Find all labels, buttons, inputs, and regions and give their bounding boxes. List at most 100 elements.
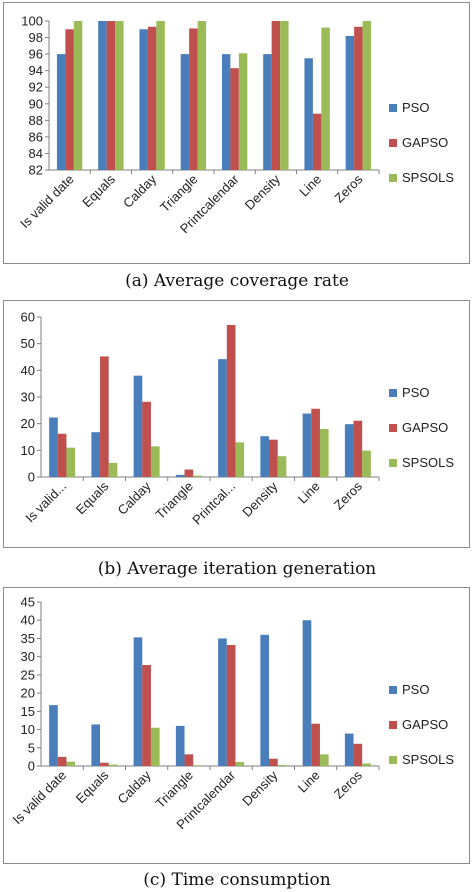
iteration-bar-gapso-0 [57, 433, 67, 477]
iteration-bar-gapso-5 [269, 439, 278, 477]
coverage-bar-spsols-5 [280, 21, 289, 170]
time-bar-gapso-7 [353, 743, 363, 766]
time-bar-gapso-4 [226, 645, 236, 766]
legend-item-gapso: GAPSO [389, 717, 448, 732]
time-bar-gapso-1 [100, 762, 109, 766]
iteration-bar-gapso-7 [353, 420, 363, 477]
coverage-x-tick-label: Line [296, 172, 324, 200]
iteration-bar-spsols-0 [66, 447, 76, 477]
iteration-bar-pso-2 [133, 375, 143, 477]
time-x-tick-label: Line [295, 768, 323, 796]
iteration-y-tick-label: 20 [21, 416, 35, 431]
legend-label: PSO [402, 385, 430, 400]
iteration-y-tick-label: 40 [21, 363, 35, 378]
iteration-bar-spsols-3 [193, 475, 202, 477]
coverage-bar-gapso-6 [312, 113, 322, 170]
time-bar-spsols-2 [150, 727, 160, 766]
time-y-tick-label: 20 [21, 686, 35, 701]
iteration-bar-gapso-4 [226, 325, 236, 477]
time-bar-pso-5 [260, 634, 270, 766]
time-bar-spsols-1 [108, 764, 118, 766]
caption-iteration: (b) Average iteration generation [97, 559, 377, 579]
legend-swatch [389, 459, 397, 467]
iteration-bar-pso-7 [344, 424, 354, 477]
time-x-tick-label: Density [239, 767, 281, 809]
time-bar-spsols-7 [362, 763, 371, 766]
time-bar-gapso-5 [269, 758, 278, 766]
time-y-tick-label: 25 [21, 667, 35, 682]
coverage-bar-spsols-6 [321, 27, 330, 171]
chart-time-plot: 0 5 10 15 20 25 30 35 40 45 Is valid date Equals Cal… [10, 595, 380, 832]
coverage-bar-gapso-7 [354, 26, 363, 170]
coverage-y-tick-label: 100 [21, 14, 43, 29]
iteration-y-tick-label: 10 [21, 443, 35, 458]
coverage-bar-pso-5 [263, 54, 272, 170]
chart-panel-time: 0 5 10 15 20 25 30 35 40 45 Is valid date Equals Cal… [3, 587, 470, 864]
time-bar-gapso-6 [311, 723, 320, 766]
coverage-bar-gapso-4 [230, 68, 239, 170]
iteration-bar-gapso-3 [184, 469, 194, 477]
iteration-bar-pso-1 [91, 432, 101, 477]
caption-time: (c) Time consumption [143, 870, 331, 890]
coverage-x-tick-label: Zeros [331, 171, 365, 205]
iteration-x-tick-label: Density [239, 478, 281, 520]
legend-item-pso: PSO [389, 100, 429, 115]
iteration-x-tick-label: Line [295, 479, 323, 507]
legend-item-spsols: SPSOLS [389, 752, 454, 767]
time-y-tick-label: 10 [21, 722, 35, 737]
legend-swatch [389, 389, 397, 397]
time-y-tick-label: 0 [28, 759, 35, 774]
iteration-bar-gapso-1 [100, 356, 109, 477]
chart-panel-iteration: 0 10 20 30 40 50 60 Is valid... Equals Calday Tria… [3, 300, 470, 548]
coverage-bar-pso-3 [180, 54, 190, 170]
coverage-bar-spsols-3 [197, 21, 207, 170]
iteration-bar-spsols-5 [277, 456, 287, 477]
coverage-bar-gapso-2 [147, 26, 157, 170]
time-y-tick-label: 5 [28, 740, 35, 755]
coverage-x-tick-label: Is valid date [17, 172, 77, 232]
coverage-y-tick-label: 90 [29, 96, 43, 111]
time-x-tick-label: Equals [73, 767, 112, 806]
coverage-y-tick-label: 98 [29, 30, 43, 45]
time-x-tick-label: Calday [114, 767, 154, 807]
time-bar-gapso-2 [142, 665, 151, 766]
coverage-y-tick-label: 86 [29, 129, 43, 144]
time-bar-pso-1 [91, 724, 101, 766]
legend-label: PSO [402, 682, 430, 697]
iteration-bar-spsols-6 [319, 429, 329, 477]
coverage-y-tick-label: 94 [29, 63, 43, 78]
legend-item-gapso: GAPSO [389, 135, 448, 150]
iteration-bar-pso-3 [175, 474, 185, 477]
legend-swatch [389, 721, 397, 729]
coverage-bar-gapso-5 [271, 21, 281, 170]
coverage-y-tick-label: 96 [29, 47, 43, 62]
time-bar-spsols-4 [235, 761, 245, 766]
time-bar-pso-6 [302, 620, 312, 766]
iteration-bar-spsols-2 [150, 446, 160, 477]
legend-item-pso: PSO [389, 385, 429, 400]
chart-panel-coverage: 82 84 86 88 90 92 94 96 98 100 Is valid date Equals… [3, 2, 470, 264]
iteration-bar-pso-0 [49, 417, 58, 477]
legend-swatch [389, 104, 397, 112]
coverage-y-tick-label: 82 [29, 163, 43, 178]
legend-label: GAPSO [402, 135, 449, 150]
time-bar-pso-0 [49, 705, 58, 766]
time-x-tick-label: Zeros [331, 767, 365, 801]
coverage-bar-pso-6 [304, 58, 313, 170]
time-y-tick-label: 30 [21, 649, 35, 664]
iteration-bar-gapso-2 [142, 401, 151, 477]
coverage-bar-gapso-3 [189, 28, 198, 171]
iteration-y-tick-label: 50 [21, 336, 35, 351]
iteration-x-tick-label: Calday [114, 478, 154, 518]
caption-coverage: (a) Average coverage rate [125, 271, 349, 291]
coverage-bar-spsols-0 [73, 21, 83, 170]
legend-item-spsols: SPSOLS [389, 170, 454, 185]
iteration-x-tick-label: Equals [73, 478, 112, 517]
legend-label: SPSOLS [402, 170, 455, 185]
coverage-bar-gapso-1 [106, 21, 116, 170]
time-bar-gapso-0 [57, 756, 67, 766]
coverage-bar-spsols-2 [156, 21, 165, 170]
iteration-bar-pso-4 [218, 359, 227, 477]
time-bar-spsols-3 [193, 765, 202, 766]
